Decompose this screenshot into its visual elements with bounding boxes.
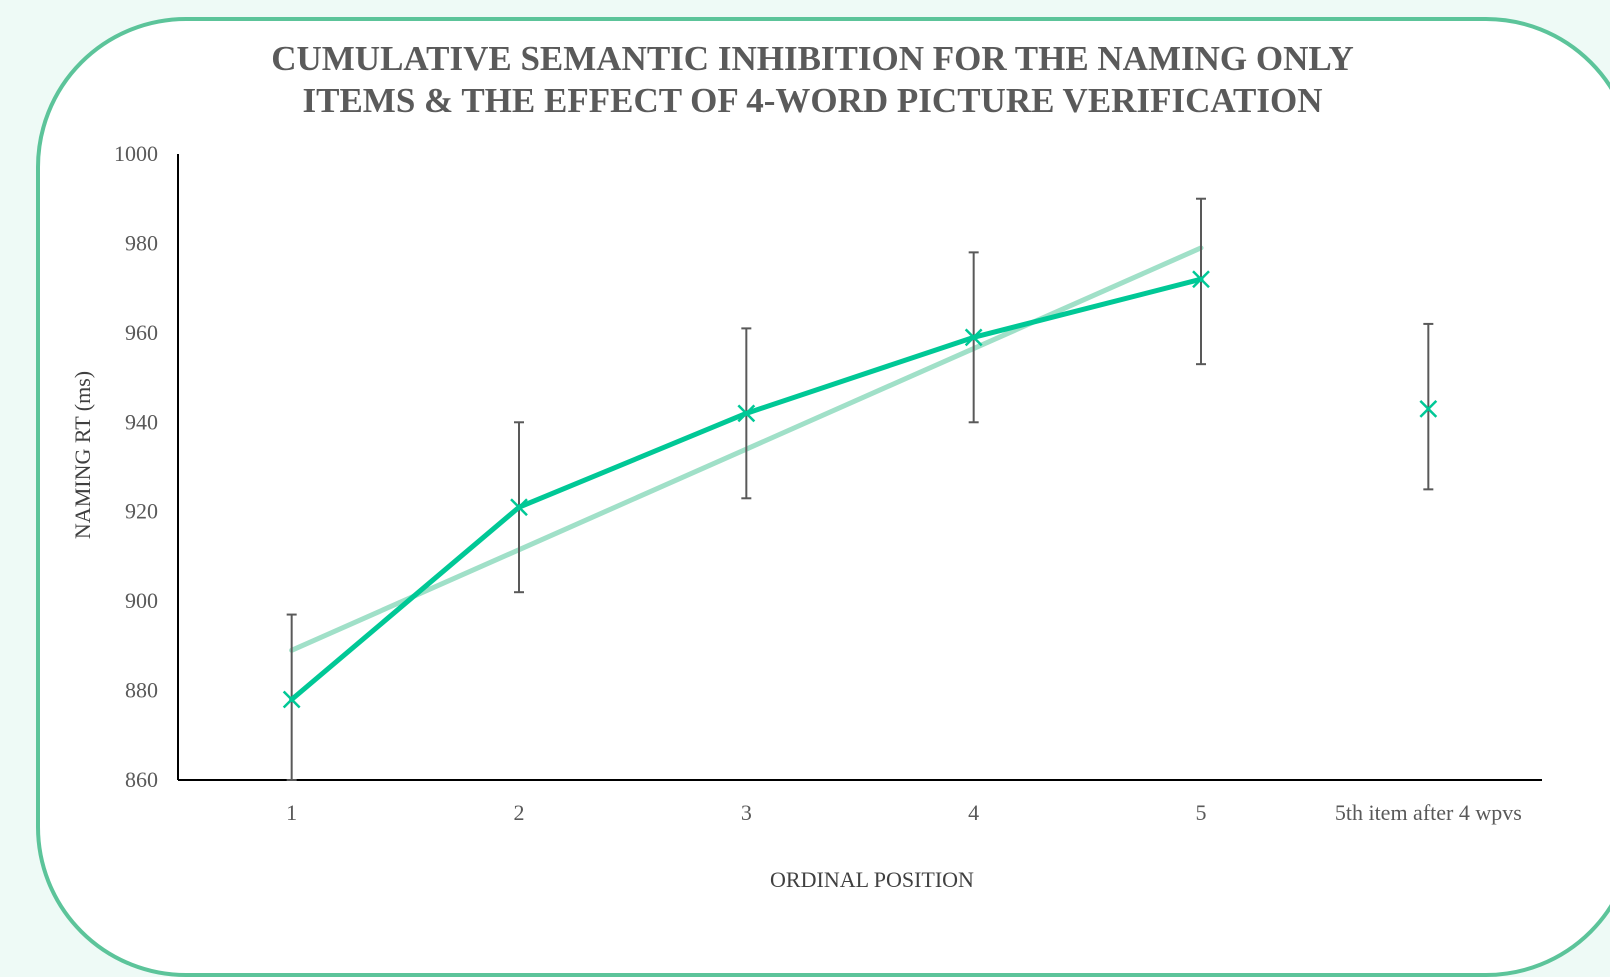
y-tick-label: 900 [125, 588, 158, 613]
x-tick-label: 1 [286, 800, 297, 825]
y-tick-label: 860 [125, 767, 158, 792]
x-tick-label: 2 [514, 800, 525, 825]
y-tick-label: 940 [125, 409, 158, 434]
data-point-marker [737, 404, 756, 423]
data-point-marker [1419, 399, 1438, 418]
chart-title-line-1: CUMULATIVE SEMANTIC INHIBITION FOR THE N… [271, 39, 1354, 78]
x-tick-label: 5th item after 4 wpvs [1335, 800, 1522, 825]
data-point-marker [510, 498, 528, 517]
x-tick-label: 4 [968, 800, 979, 825]
data-point-marker [964, 328, 983, 347]
x-tick-label: 3 [741, 800, 752, 825]
x-axis-title: ORDINAL POSITION [770, 867, 974, 892]
y-tick-label: 920 [125, 499, 158, 524]
chart-title-line-2: ITEMS & THE EFFECT OF 4-WORD PICTURE VER… [302, 81, 1323, 120]
chart-canvas: CUMULATIVE SEMANTIC INHIBITION FOR THE N… [0, 17, 1610, 977]
data-point-marker [1192, 270, 1210, 289]
chart-title: CUMULATIVE SEMANTIC INHIBITION FOR THE N… [0, 38, 1610, 122]
y-tick-label: 880 [125, 678, 158, 703]
data-point-marker [282, 690, 301, 709]
y-tick-label: 960 [125, 320, 158, 345]
chart-plot: 860 880 900 920 940 960 980 1000 1 2 3 4 5 5th item a… [70, 141, 1542, 892]
y-tick-label: 1000 [114, 141, 158, 166]
y-tick-label: 980 [125, 230, 158, 255]
x-tick-label: 5 [1196, 800, 1207, 825]
y-axis-title: NAMING RT (ms) [70, 371, 95, 539]
chart-panel [36, 17, 1610, 977]
